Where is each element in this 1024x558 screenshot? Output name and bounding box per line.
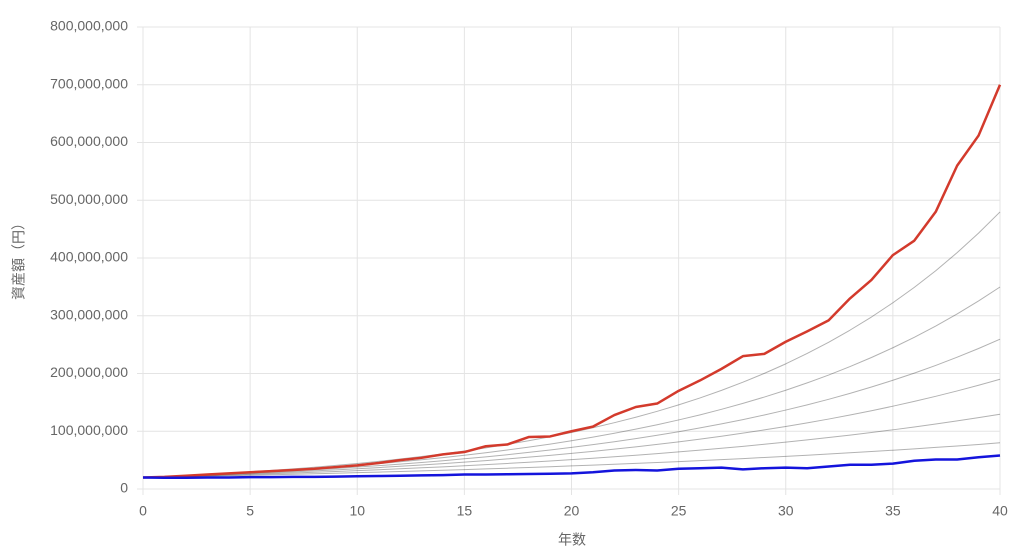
x-axis-title: 年数: [558, 532, 586, 548]
x-tick-label: 20: [564, 503, 580, 519]
series-line: [142, 378, 1001, 478]
x-tick-label: 15: [457, 503, 473, 519]
y-tick-label: 400,000,000: [50, 249, 128, 265]
y-tick-label: 300,000,000: [50, 306, 128, 322]
y-axis-title: 資産額（円）: [11, 216, 27, 300]
y-tick-label: 800,000,000: [50, 18, 128, 34]
x-tick-label: 40: [992, 503, 1008, 519]
x-tick-label: 35: [885, 503, 901, 519]
x-tick-label: 30: [778, 503, 794, 519]
x-tick-label: 0: [139, 503, 147, 519]
series-line: [142, 84, 1002, 479]
y-tick-label: 500,000,000: [50, 191, 128, 207]
series-line: [142, 442, 1001, 478]
series-line: [142, 413, 1001, 478]
y-tick-label: 100,000,000: [50, 422, 128, 438]
x-tick-label: 5: [246, 503, 254, 519]
y-tick-label: 700,000,000: [50, 75, 128, 91]
series-line: [142, 454, 1001, 479]
y-tick-label: 200,000,000: [50, 364, 128, 380]
y-tick-label: 600,000,000: [50, 133, 128, 149]
x-tick-label: 10: [349, 503, 365, 519]
y-tick-label: 0: [120, 480, 128, 496]
x-tick-label: 25: [671, 503, 687, 519]
